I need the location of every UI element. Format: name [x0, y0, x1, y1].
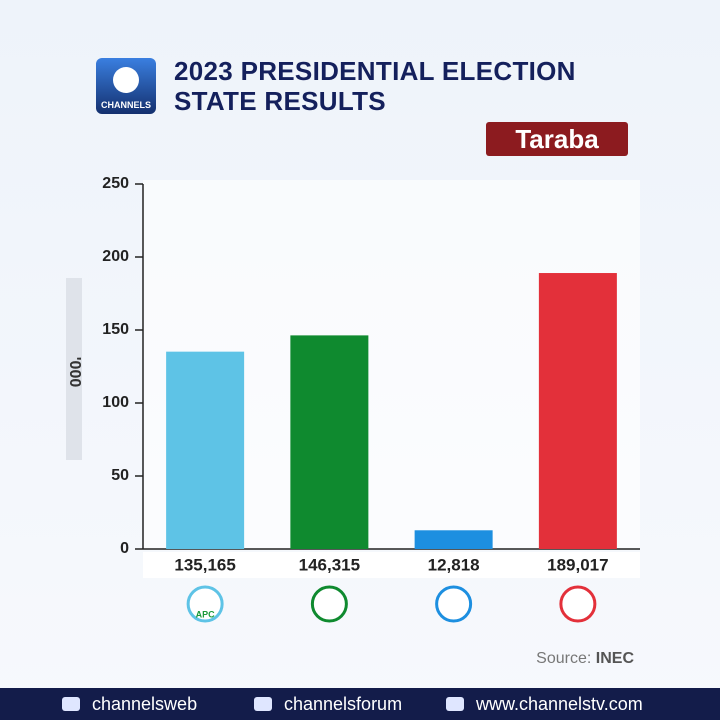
- value-label: 135,165: [174, 555, 235, 574]
- y-label-box: [66, 278, 82, 460]
- y-tick-label: 100: [102, 394, 129, 411]
- social-text: www.channelstv.com: [476, 694, 643, 714]
- source-label: Source:: [536, 650, 592, 667]
- value-label: 12,818: [428, 555, 480, 574]
- y-axis-label: '000: [66, 357, 83, 388]
- value-label: 189,017: [547, 555, 608, 574]
- party-logo: [559, 585, 597, 623]
- party-name: APC: [196, 609, 216, 619]
- footer: channelsweb channelsforum www.channelstv…: [0, 688, 720, 720]
- chart-title: 2023 PRESIDENTIAL ELECTION STATE RESULTS: [174, 56, 576, 116]
- bar: [538, 273, 617, 549]
- state-name: Taraba: [486, 122, 628, 156]
- social: www.channelstv.com: [446, 694, 643, 715]
- logo: CHANNELS: [96, 58, 156, 114]
- y-tick-label: 50: [111, 467, 129, 484]
- source-name: INEC: [595, 650, 634, 667]
- y-tick-label: 0: [120, 540, 129, 557]
- bar: [290, 335, 369, 549]
- y-tick-label: 150: [102, 321, 129, 338]
- party-logo: [310, 585, 348, 623]
- y-tick-label: 200: [102, 248, 129, 265]
- value-label: 146,315: [299, 555, 360, 574]
- source: Source: INEC: [536, 650, 634, 668]
- party-logo: [435, 585, 473, 623]
- social: channelsweb: [62, 694, 197, 715]
- social-text: channelsweb: [92, 694, 198, 714]
- social: channelsforum: [254, 694, 402, 715]
- social-text: channelsforum: [284, 694, 403, 714]
- value-strip: [143, 552, 640, 578]
- logo-text: CHANNELS: [100, 100, 151, 110]
- bar: [414, 530, 493, 549]
- party-logo: [186, 585, 224, 623]
- y-tick-label: 250: [102, 175, 129, 192]
- bar: [166, 351, 245, 549]
